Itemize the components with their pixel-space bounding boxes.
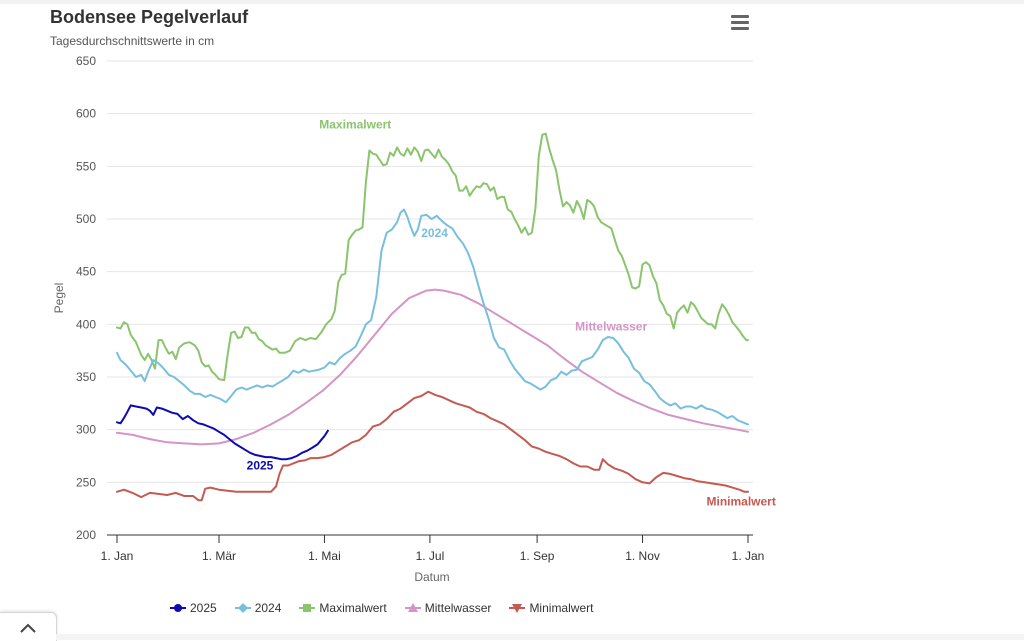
series-lines: [116, 132, 749, 502]
series-line-2025: [116, 404, 329, 461]
gridlines: [107, 60, 753, 536]
series-line-minimalwert: [116, 390, 749, 502]
series-annotation-label: Minimalwert: [707, 495, 776, 509]
collapse-panel-button[interactable]: [0, 612, 57, 641]
x-axis: 1. Jan 1. Mär 1. Mai 1. Jul 1. Sep 1. Nov 1. J…: [101, 534, 765, 563]
y-tick-label: 400: [76, 317, 96, 331]
top-divider: [0, 0, 1024, 4]
y-tick-label: 600: [76, 107, 96, 121]
series-annotation-label: Mittelwasser: [575, 320, 647, 334]
legend-marker-icon: [299, 604, 316, 612]
series-line-2024: [116, 208, 749, 426]
legend-marker-icon: [170, 604, 186, 612]
x-tick-label: 1. Sep: [520, 549, 555, 563]
series-annotations: Maximalwert 2024 Mittelwasser 2025 Minimalwe…: [247, 117, 776, 508]
series-annotation-label: 2025: [247, 459, 274, 473]
legend-item-2024[interactable]: 2024: [234, 601, 282, 615]
bottom-panel-edge: [56, 634, 1024, 640]
chart-subtitle: Tagesdurchschnittswerte in cm: [50, 34, 215, 48]
legend-marker-icon: [509, 604, 526, 613]
y-tick-label: 550: [76, 159, 96, 173]
x-tick-label: 1. Mär: [202, 549, 236, 563]
y-tick-label: 300: [76, 423, 96, 437]
y-axis-label: Pegel: [52, 283, 66, 314]
legend-label: Maximalwert: [319, 601, 387, 615]
x-tick-label: 1. Jul: [416, 549, 445, 563]
chart-legend: 2025 2024 Maximalwert Mittelwasser Minimalwe…: [170, 601, 593, 615]
y-tick-label: 350: [76, 370, 96, 384]
legend-label: 2024: [254, 601, 282, 615]
x-axis-label: Datum: [414, 570, 449, 584]
series-line-mittelwasser: [116, 288, 749, 446]
legend-item-maximalwert[interactable]: Maximalwert: [299, 601, 387, 615]
legend-item-2025[interactable]: 2025: [170, 601, 217, 615]
legend-label: Mittelwasser: [424, 601, 492, 615]
legend-label: 2025: [190, 601, 217, 615]
chart-title: Bodensee Pegelverlauf: [50, 7, 249, 27]
y-tick-label: 200: [76, 528, 96, 542]
chevron-up-icon: [20, 623, 36, 633]
x-tick-label: 1. Nov: [625, 549, 660, 563]
x-tick-label: 1. Jan: [101, 549, 134, 563]
y-tick-label: 650: [76, 54, 96, 68]
y-tick-label: 450: [76, 265, 96, 279]
x-tick-label: 1. Jan: [732, 549, 765, 563]
series-line-maximalwert: [116, 132, 749, 382]
legend-marker-icon: [404, 603, 421, 612]
legend-label: Minimalwert: [529, 601, 594, 615]
legend-marker-icon: [234, 603, 251, 613]
y-tick-label: 250: [76, 475, 96, 489]
y-tick-label: 500: [76, 212, 96, 226]
hamburger-menu-icon[interactable]: [728, 12, 752, 34]
series-annotation-label: Maximalwert: [319, 117, 391, 131]
legend-item-minimalwert[interactable]: Minimalwert: [509, 601, 593, 615]
legend-item-mittelwasser[interactable]: Mittelwasser: [404, 601, 492, 615]
y-axis: 200 250 300 350 400 450 500 550 600 650: [76, 54, 96, 542]
x-tick-label: 1. Mai: [308, 549, 341, 563]
series-annotation-label: 2024: [421, 226, 448, 240]
